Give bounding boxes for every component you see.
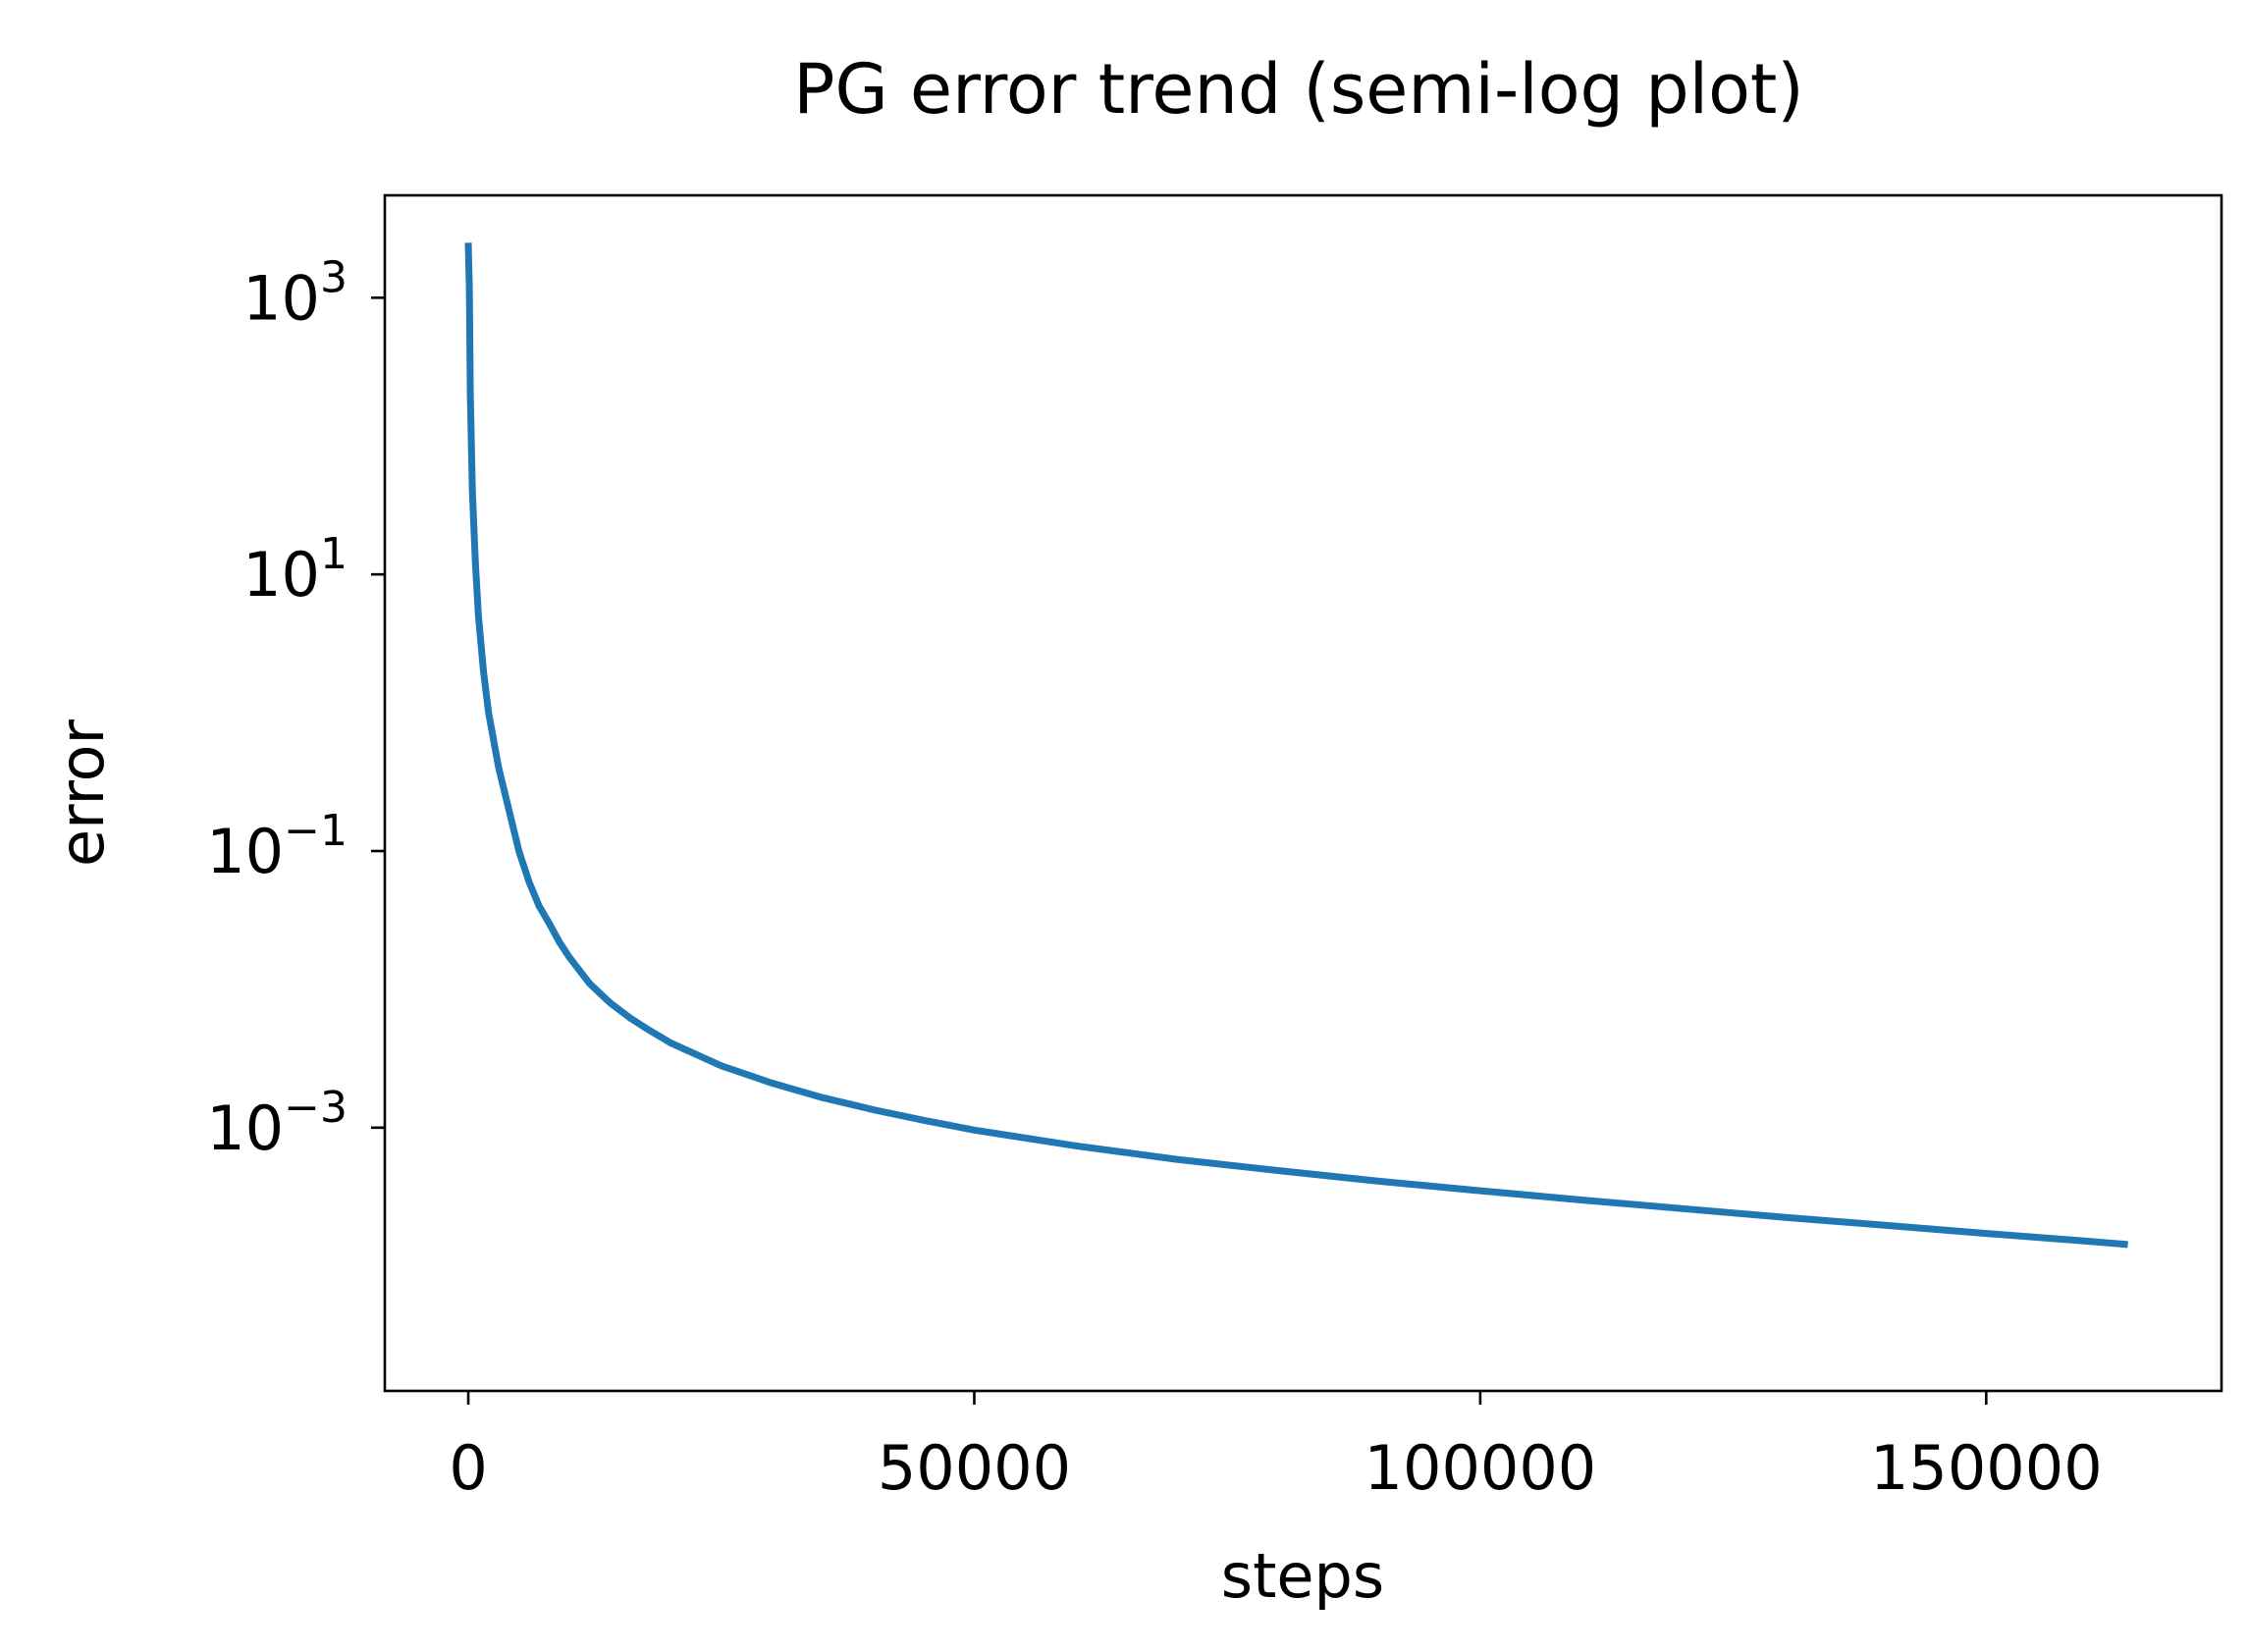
y-tick-label-exponent: 1 xyxy=(320,529,348,579)
x-axis-ticks: 0 50000 100000 150000 xyxy=(449,1391,2103,1504)
plot-frame xyxy=(383,193,2223,1393)
y-tick-label: 10−3 xyxy=(206,1083,348,1164)
y-tick-label-exponent: −3 xyxy=(284,1083,348,1133)
x-tick-label: 100000 xyxy=(1365,1432,1597,1504)
x-axis-label: steps xyxy=(1221,1540,1384,1612)
series-layer xyxy=(464,242,2128,1249)
y-tick-label-base: 10 xyxy=(206,1092,284,1164)
y-tick-label-base: 10 xyxy=(206,816,284,887)
y-tick-label-exponent: −1 xyxy=(284,806,348,856)
y-tick-label-base: 10 xyxy=(242,262,320,334)
x-tick-label: 150000 xyxy=(1870,1432,2103,1504)
y-axis-label: error xyxy=(46,719,118,867)
y-tick-label: 103 xyxy=(242,252,348,334)
x-tick-label: 0 xyxy=(449,1432,487,1504)
y-tick-label-base: 10 xyxy=(242,539,320,611)
chart-title: PG error trend (semi-log plot) xyxy=(793,49,1803,130)
y-tick-label-exponent: 3 xyxy=(320,252,348,302)
x-tick-label: 50000 xyxy=(878,1432,1071,1504)
y-tick-label: 101 xyxy=(242,529,348,611)
y-tick-label: 10−1 xyxy=(206,806,348,887)
series-line xyxy=(464,242,2128,1249)
